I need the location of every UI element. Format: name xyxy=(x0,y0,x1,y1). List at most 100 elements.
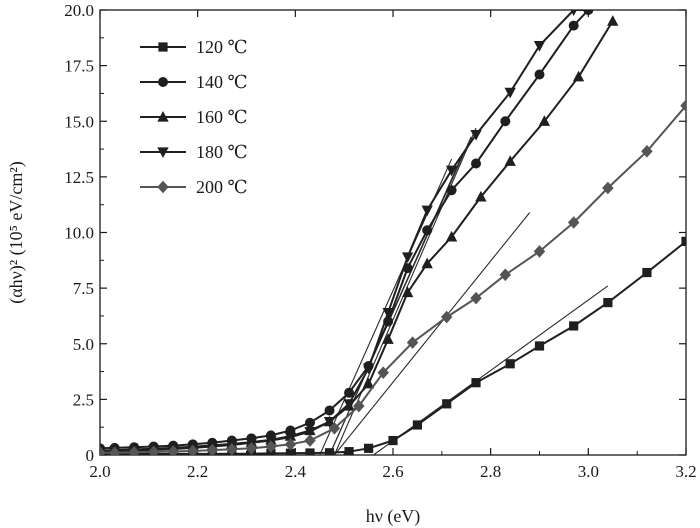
series-diamond xyxy=(100,99,686,455)
data-point xyxy=(533,41,546,52)
data-point xyxy=(445,230,458,242)
y-tick-label: 15.0 xyxy=(64,112,94,131)
data-point xyxy=(157,110,169,122)
legend-label: 140 ℃ xyxy=(196,72,248,92)
data-point xyxy=(471,158,482,169)
data-point xyxy=(440,310,453,324)
y-axis: 0 2.5 5.0 7.5 10.0 12.5 15.0 17.5 20.0 xyxy=(64,1,686,465)
data-point xyxy=(382,307,394,319)
y-tick-label: 7.5 xyxy=(73,279,94,298)
data-point xyxy=(344,447,354,455)
data-point xyxy=(206,443,219,455)
data-point xyxy=(475,190,487,202)
data-point xyxy=(412,420,423,430)
data-point xyxy=(284,432,297,444)
data-point xyxy=(305,448,315,455)
data-point xyxy=(421,205,433,217)
data-point xyxy=(344,387,355,398)
data-point xyxy=(100,446,106,455)
legend-label: 160 ℃ xyxy=(196,107,248,127)
x-tick-label: 3.2 xyxy=(675,462,696,481)
data-point xyxy=(353,399,365,413)
tangent-line xyxy=(373,285,609,455)
data-point xyxy=(304,434,316,447)
data-point xyxy=(534,69,545,80)
data-point xyxy=(642,267,652,278)
data-point xyxy=(388,435,398,446)
plot-area xyxy=(99,9,687,456)
data-point xyxy=(641,144,653,158)
y-tick-label: 0 xyxy=(86,446,95,465)
x-tick-label: 3.0 xyxy=(578,462,599,481)
data-point xyxy=(377,366,389,379)
series-layer xyxy=(100,10,686,455)
data-point xyxy=(363,443,374,453)
data-point xyxy=(471,378,481,388)
legend-item: 180 ℃ xyxy=(140,142,248,162)
data-point xyxy=(442,399,452,409)
data-point xyxy=(362,377,375,389)
x-axis-title: hν (eV) xyxy=(366,506,421,527)
data-point xyxy=(567,216,580,229)
data-point xyxy=(128,446,140,455)
y-tick-label: 5.0 xyxy=(73,335,94,354)
data-point xyxy=(504,87,516,99)
data-point xyxy=(284,438,297,451)
data-point xyxy=(343,399,355,410)
data-point xyxy=(568,20,579,31)
data-point xyxy=(534,341,545,351)
data-point xyxy=(500,116,511,127)
data-point xyxy=(570,10,577,17)
y-tick-label: 17.5 xyxy=(64,57,94,76)
series-square xyxy=(100,236,686,455)
y-tick-label: 12.5 xyxy=(64,168,94,187)
data-point xyxy=(681,236,686,246)
series-line xyxy=(100,10,590,450)
data-point xyxy=(265,440,277,453)
data-point xyxy=(324,405,335,416)
data-point xyxy=(505,359,515,369)
legend-label: 180 ℃ xyxy=(196,142,248,162)
data-point xyxy=(401,286,414,298)
data-point xyxy=(245,442,258,455)
data-point xyxy=(362,363,375,375)
x-tick-label: 2.6 xyxy=(382,462,403,481)
legend-item: 140 ℃ xyxy=(140,72,248,92)
data-point xyxy=(602,181,614,195)
legend-item: 120 ℃ xyxy=(140,37,248,57)
legend-label: 120 ℃ xyxy=(196,37,248,57)
data-point xyxy=(603,297,613,308)
data-point xyxy=(538,115,551,126)
data-point xyxy=(499,268,512,282)
data-point xyxy=(324,448,335,455)
data-point xyxy=(401,252,414,264)
data-point xyxy=(157,147,169,159)
legend-item: 200 ℃ xyxy=(140,177,248,197)
data-point xyxy=(304,427,316,438)
legend: 120 ℃ 140 ℃ 160 ℃ 180 ℃ 200 ℃ xyxy=(140,37,248,197)
y-tick-label: 2.5 xyxy=(73,390,94,409)
data-point xyxy=(406,336,419,349)
series-line xyxy=(100,20,614,452)
data-point xyxy=(328,422,341,435)
x-tick-label: 2.4 xyxy=(285,462,307,481)
data-point xyxy=(446,185,457,196)
x-tick-label: 2.2 xyxy=(187,462,208,481)
data-point xyxy=(147,445,160,455)
data-point xyxy=(585,10,592,17)
series-circle xyxy=(100,10,594,454)
legend-label: 200 ℃ xyxy=(196,177,248,197)
data-point xyxy=(382,333,394,344)
series-triangle-down xyxy=(100,10,592,455)
data-point xyxy=(470,291,482,305)
legend-item: 160 ℃ xyxy=(140,107,248,127)
plot-frame xyxy=(99,9,687,456)
series-line xyxy=(100,105,686,454)
data-point xyxy=(167,445,179,455)
data-point xyxy=(572,70,585,82)
x-tick-label: 2.8 xyxy=(480,462,501,481)
data-point xyxy=(533,245,546,258)
tangent-line xyxy=(333,212,531,455)
data-point xyxy=(680,99,686,112)
